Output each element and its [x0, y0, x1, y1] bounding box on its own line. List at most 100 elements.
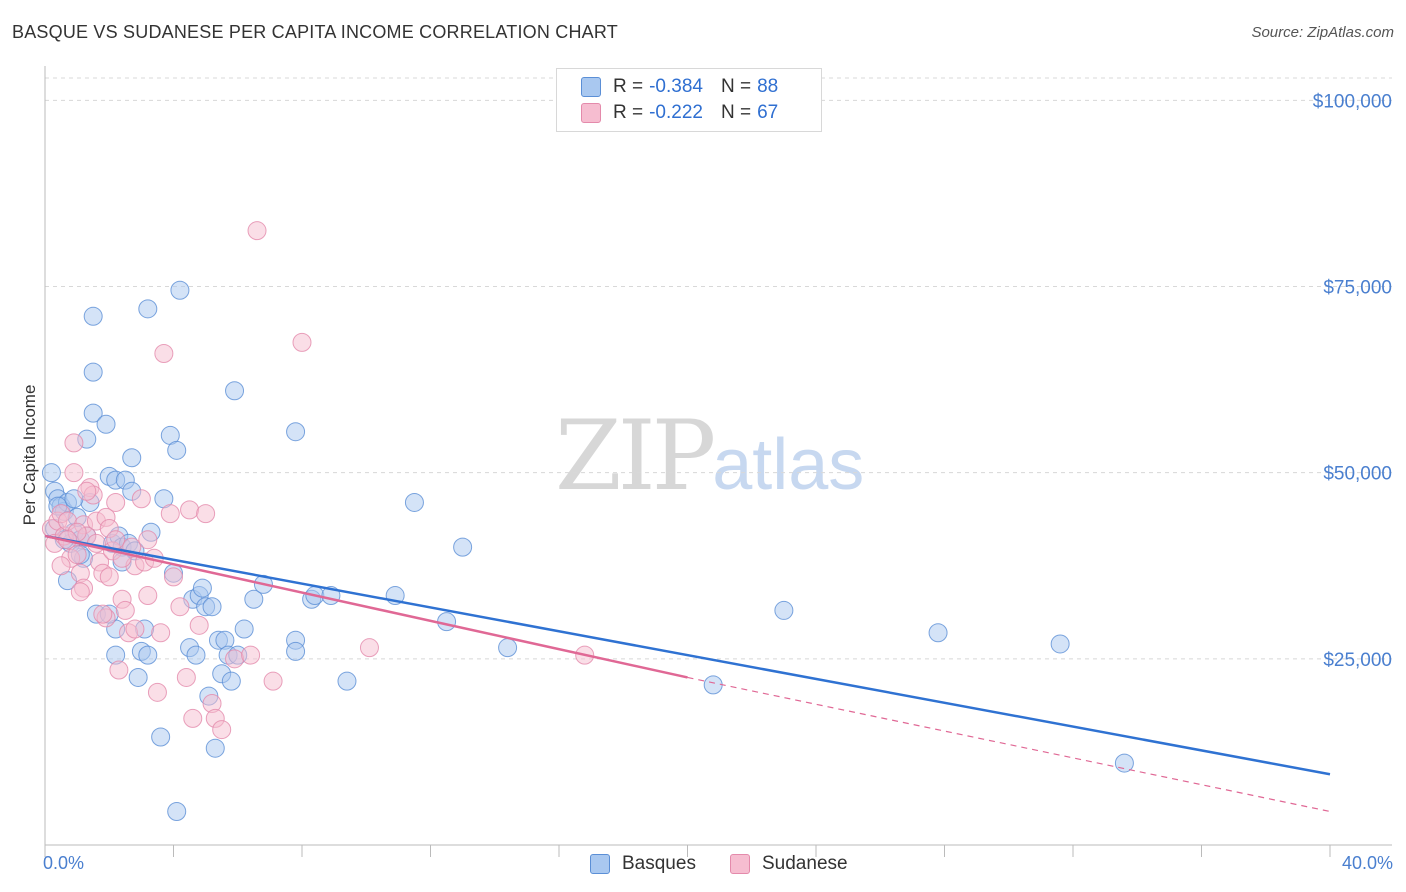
sudanese-point [164, 567, 183, 587]
sudanese-point [241, 645, 261, 665]
sudanese-point [180, 500, 200, 520]
y-tick-label: $75,000 [1323, 278, 1392, 299]
basques-swatch [581, 77, 601, 97]
basques-legend-label: Basques [622, 853, 696, 874]
basques-point [221, 671, 241, 691]
basques-point [703, 675, 723, 695]
y-axis-label: Per Capita Income [20, 385, 39, 526]
basques-legend-swatch [590, 854, 610, 874]
x-tick-label: 0.0% [43, 853, 84, 873]
basques-point [928, 623, 948, 643]
sudanese-point [151, 623, 171, 643]
basques-point [122, 448, 142, 468]
sudanese-point [70, 582, 90, 602]
sudanese-point [64, 433, 84, 453]
y-tick-label: $100,000 [1313, 91, 1392, 112]
sudanese-point [212, 720, 232, 740]
sudanese-legend-swatch [730, 854, 750, 874]
sudanese-point [138, 530, 158, 550]
basques-point [138, 645, 158, 665]
basques-point [167, 440, 187, 460]
legend-n-label: N = [720, 76, 752, 97]
legend-n-label: N = [720, 102, 752, 123]
legend-row-basques: R = -0.384 N = 88 [581, 75, 778, 99]
basques-point [286, 641, 306, 661]
basques-point [186, 645, 206, 665]
basques-point [225, 381, 245, 401]
basques-point [404, 492, 424, 512]
basques-point [1050, 634, 1070, 654]
basques-point [234, 619, 254, 639]
sudanese-point [125, 619, 145, 639]
sudanese-point [225, 649, 245, 669]
basques-point [83, 362, 103, 382]
legend-row-sudanese: R = -0.222 N = 67 [581, 101, 778, 125]
correlation-legend: R = -0.384 N = 88 R = -0.222 N = 67 [556, 68, 822, 132]
basques-points [41, 280, 1134, 821]
legend-n-value: 67 [757, 102, 779, 123]
sudanese-legend-label: Sudanese [762, 853, 848, 874]
legend-r-value: -0.222 [649, 102, 703, 123]
sudanese-point [147, 682, 167, 702]
sudanese-point [51, 556, 71, 576]
bottom-legend-sudanese[interactable]: Sudanese [730, 852, 848, 876]
sudanese-point [109, 660, 129, 680]
sudanese-point [176, 667, 196, 687]
basques-point [83, 403, 103, 423]
basques-point [337, 671, 357, 691]
legend-r-label: R = [613, 76, 644, 97]
sudanese-point [64, 463, 84, 483]
sudanese-point [247, 221, 267, 241]
sudanese-trend-line [44, 534, 688, 679]
sudanese-point [131, 489, 151, 509]
legend-n-value: 88 [757, 76, 779, 97]
sudanese-point [67, 545, 87, 565]
sudanese-point [138, 586, 158, 606]
sudanese-point [77, 481, 97, 501]
basques-trend-line [44, 534, 1331, 776]
sudanese-point [160, 504, 180, 524]
sudanese-point [99, 567, 119, 587]
basques-point [151, 727, 171, 747]
trend-lines [44, 534, 1331, 813]
sudanese-point [115, 600, 135, 620]
basques-point [437, 612, 457, 632]
basques-point [96, 414, 116, 434]
sudanese-point [170, 597, 190, 617]
basques-point [774, 600, 794, 620]
legend-r-value: -0.384 [649, 76, 703, 97]
sudanese-swatch [581, 103, 601, 123]
basques-point [202, 597, 222, 617]
grid-lines [45, 77, 1392, 660]
basques-point [128, 667, 148, 687]
y-tick-label: $50,000 [1323, 464, 1392, 485]
axis-labels: $25,000 $50,000 $75,000 $100,000 0.0% 40.0% Pe… [20, 91, 1393, 873]
chart-title: BASQUE VS SUDANESE PER CAPITA INCOME COR… [12, 22, 618, 42]
x-tick-label: 40.0% [1342, 853, 1393, 873]
sudanese-point [106, 530, 126, 550]
legend-r-label: R = [613, 102, 644, 123]
sudanese-point [292, 332, 312, 352]
sudanese-points [41, 221, 595, 740]
basques-point [167, 801, 187, 821]
axes [44, 66, 1392, 857]
sudanese-point [263, 671, 283, 691]
basques-point [138, 299, 158, 319]
basques-point [192, 578, 212, 598]
sudanese-point [183, 708, 203, 728]
bottom-legend-basques[interactable]: Basques [590, 852, 696, 876]
basques-point [205, 738, 225, 758]
basques-point [83, 306, 103, 326]
basques-point [170, 280, 190, 300]
basques-point [286, 422, 306, 442]
basques-point [498, 638, 518, 658]
sudanese-point [196, 504, 216, 524]
sudanese-point [189, 615, 209, 635]
basques-point [244, 589, 264, 609]
sudanese-point [154, 344, 174, 364]
sudanese-point [359, 638, 379, 658]
basques-point [453, 537, 473, 557]
y-tick-label: $25,000 [1323, 650, 1392, 671]
sudanese-point [93, 604, 113, 624]
